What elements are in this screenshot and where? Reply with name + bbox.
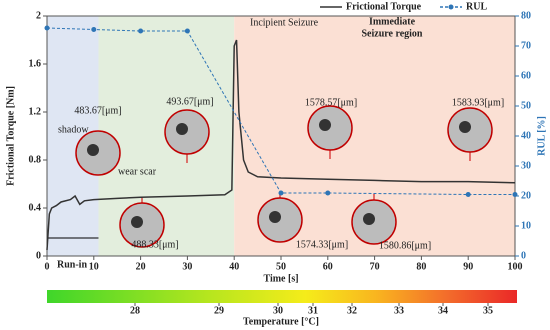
- x-tick-label: 20: [136, 261, 146, 272]
- colorbar-tick-label: 30: [273, 305, 283, 316]
- annotation: wear scar: [118, 166, 157, 177]
- series-marker: [184, 28, 190, 34]
- x-tick-label: 40: [229, 261, 239, 272]
- y-tick-label: 2: [36, 10, 41, 21]
- colorbar-tick-label: 29: [214, 305, 224, 316]
- x-tick-label: 30: [182, 261, 192, 272]
- annotation: 1580.86[μm]: [379, 240, 431, 251]
- colorbar-tick-label: 32: [347, 305, 357, 316]
- series-marker: [325, 190, 331, 196]
- annotation: 1574.33[μm]: [296, 239, 348, 250]
- x-tick-label: 90: [463, 261, 473, 272]
- annotation: 1578.57[μm]: [305, 97, 357, 108]
- x-tick-label: 60: [323, 261, 333, 272]
- colorbar-tick-label: 35: [483, 305, 493, 316]
- series-line: [46, 39, 516, 251]
- series-marker: [44, 25, 50, 31]
- y-tick-label: 0.8: [29, 154, 42, 165]
- annotation: Incipient Seizure: [250, 17, 319, 28]
- colorbar-tick-label: 33: [394, 305, 404, 316]
- y2-tick-label: 60: [521, 70, 531, 81]
- y2-tick-label: 70: [521, 40, 531, 51]
- colorbar-label: Temperature [°C]: [243, 316, 319, 327]
- annotation: Seizure region: [361, 28, 422, 39]
- y2-tick-label: 20: [521, 190, 531, 201]
- series-line: [46, 27, 515, 195]
- annotation: 493.67[μm]: [166, 96, 213, 107]
- y-tick-label: 1.6: [29, 58, 42, 69]
- colorbar-tick-label: 31: [308, 305, 318, 316]
- x-tick-label: 80: [416, 261, 426, 272]
- x-tick-label: 10: [89, 261, 99, 272]
- wear-scar: [269, 211, 281, 223]
- y-axis-label: Frictional Torque [Nm]: [5, 86, 16, 186]
- annotation: Run-in: [57, 259, 87, 270]
- annotation: 483.67[μm]: [74, 105, 121, 116]
- wear-scar: [176, 123, 188, 135]
- x-tick-label: 70: [370, 261, 380, 272]
- series-marker: [512, 192, 518, 197]
- y2-tick-label: 0: [521, 250, 526, 261]
- y-tick-label: 0.4: [29, 202, 42, 213]
- series-marker: [465, 192, 471, 197]
- x-axis-label: Time [s]: [263, 273, 298, 284]
- wear-scar: [131, 216, 143, 228]
- legend-marker: [448, 4, 454, 10]
- colorbar-tick-label: 28: [130, 305, 140, 316]
- series-marker: [278, 190, 284, 196]
- wear-scar: [459, 121, 471, 133]
- colorbar-tick-label: 34: [438, 305, 448, 316]
- wear-scar: [87, 144, 99, 156]
- y2-tick-label: 50: [521, 100, 531, 111]
- series-marker: [138, 28, 144, 34]
- legend-label: Frictional Torque: [346, 1, 422, 12]
- annotation: 488.33[μm]: [131, 239, 178, 250]
- y-tick-label: 1.2: [29, 106, 42, 117]
- legend-label: RUL: [466, 1, 487, 12]
- annotation: shadow: [58, 124, 89, 135]
- x-tick-label: 0: [45, 261, 50, 272]
- x-tick-label: 50: [276, 261, 286, 272]
- x-tick-label: 100: [508, 261, 523, 272]
- y2-tick-label: 40: [521, 130, 531, 141]
- wear-scar: [363, 213, 375, 225]
- wear-scar: [319, 119, 331, 131]
- y2-axis-label: RUL [%]: [536, 116, 547, 156]
- y2-tick-label: 80: [521, 10, 531, 21]
- y2-tick-label: 10: [521, 220, 531, 231]
- annotation: 1583.93[μm]: [452, 97, 504, 108]
- series-marker: [91, 27, 97, 32]
- annotation: Immediate: [369, 16, 416, 27]
- y2-tick-label: 30: [521, 160, 531, 171]
- colorbar: [47, 290, 517, 303]
- y-tick-label: 0: [36, 250, 41, 261]
